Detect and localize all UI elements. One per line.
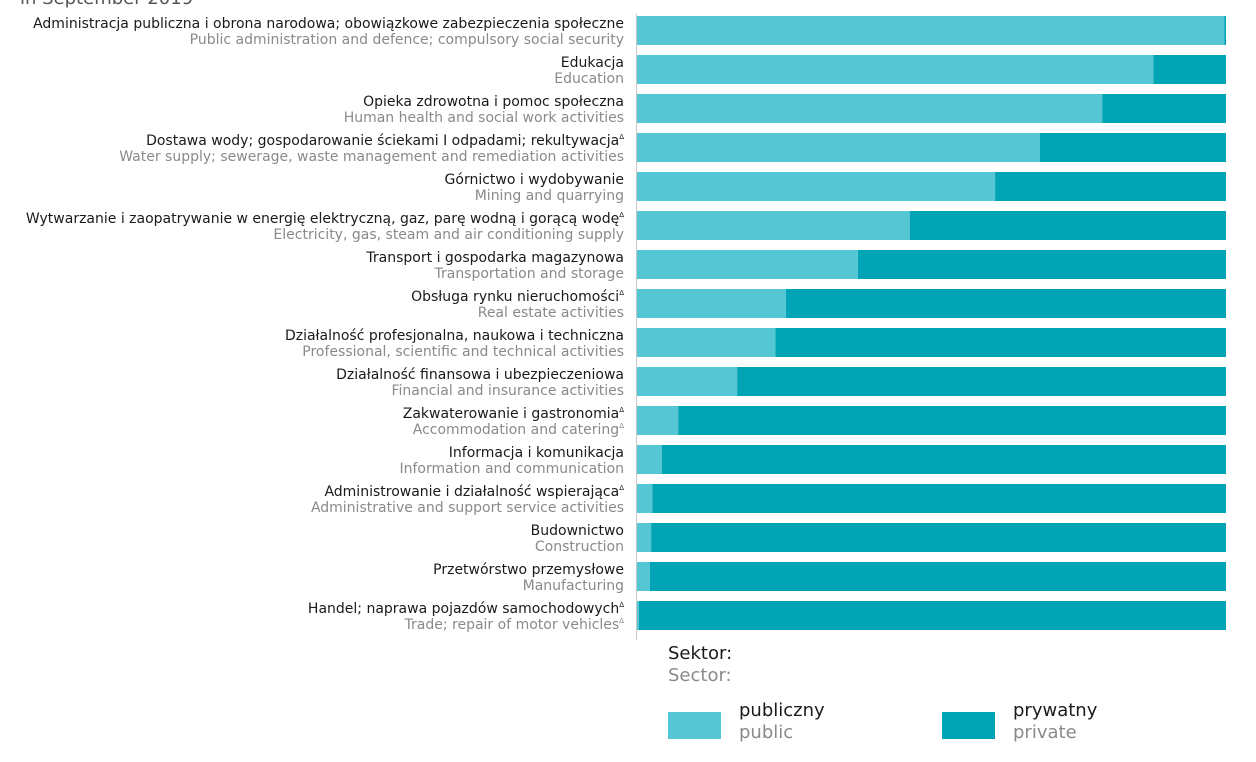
bar-public [637,406,679,435]
bar-private [649,562,1226,591]
category-label-en: Public administration and defence; compu… [190,32,624,48]
bar-public [637,445,662,474]
category-label-en: Administrative and support service activ… [311,500,624,516]
category-label-en: Education [554,71,624,87]
category-label: Opieka zdrowotna i pomoc społeczna [363,94,624,110]
bar-public [637,328,776,357]
category-label: Dostawa wody; gospodarowanie ściekami I … [146,133,624,149]
category-label-en: Construction [535,539,624,555]
category-label: Górnictwo i wydobywanie [445,172,624,188]
category-label: Obsługa rynku nieruchomościΔ [411,289,624,305]
bar-public [637,484,653,513]
legend-swatch-public [668,712,721,739]
bar-private [786,289,1226,318]
category-label-en: Trade; repair of motor vehiclesΔ [404,617,625,633]
legend-label-public-en: public [739,722,794,743]
category-label: Edukacja [561,55,624,71]
category-label-en: Electricity, gas, steam and air conditio… [273,227,624,243]
bar-public [637,16,1225,45]
category-label: Administracja publiczna i obrona narodow… [33,16,624,32]
legend-title: Sektor: [668,643,733,664]
category-label-en: Manufacturing [523,578,624,594]
category-label-en: Human health and social work activities [344,110,624,126]
legend-label-public: publiczny [739,700,825,721]
bar-public [637,172,996,201]
legend: Sektor: Sector: publiczny public prywatn… [668,643,1097,743]
category-label-en: Professional, scientific and technical a… [302,344,624,360]
category-label: Przetwórstwo przemysłowe [433,562,624,578]
category-label-en: Water supply; sewerage, waste management… [119,149,624,165]
bar-private [678,406,1226,435]
bar-public [637,367,738,396]
bar-public [637,523,652,552]
category-label-en: Accommodation and cateringΔ [413,422,624,438]
bar-public [637,562,650,591]
category-label: Transport i gospodarka magazynowa [365,250,624,266]
bar-private [1039,133,1226,162]
bar-public [637,250,858,279]
stacked-bar-chart: Administracja publiczna i obrona narodow… [26,14,1226,640]
bar-private [995,172,1226,201]
bar-public [637,133,1040,162]
bar-private [857,250,1226,279]
bar-public [637,601,639,630]
bar-public [637,55,1154,84]
category-label-en: Mining and quarrying [475,188,624,204]
category-label: Budownictwo [531,523,624,539]
legend-label-private-en: private [1013,722,1077,743]
category-label: Działalność finansowa i ubezpieczeniowa [336,367,624,383]
bar-private [652,484,1226,513]
category-label: Informacja i komunikacja [449,445,624,461]
bar-private [909,211,1226,240]
legend-title-en: Sector: [668,665,732,686]
bar-private [775,328,1226,357]
bar-public [637,94,1103,123]
category-label-en: Transportation and storage [433,266,624,282]
category-label: Zakwaterowanie i gastronomiaΔ [403,406,624,422]
category-label-en: Real estate activities [478,305,624,321]
bar-private [651,523,1226,552]
category-label-en: Financial and insurance activities [391,383,624,399]
legend-label-private: prywatny [1013,700,1098,721]
category-label: Administrowanie i działalność wspierając… [324,484,624,500]
bar-private [1102,94,1226,123]
category-label: Wytwarzanie i zaopatrywanie w energię el… [26,211,624,227]
bar-private [638,601,1226,630]
category-label: Działalność profesjonalna, naukowa i tec… [285,328,624,344]
bar-private [1153,55,1226,84]
bar-private [1224,16,1226,45]
bar-private [737,367,1226,396]
category-label: Handel; naprawa pojazdów samochodowychΔ [308,601,624,617]
bar-public [637,289,787,318]
category-label-en: Information and communication [399,461,624,477]
legend-swatch-private [942,712,995,739]
bar-private [661,445,1226,474]
chart-title-fragment: in September 2019 [20,0,193,9]
bar-public [637,211,910,240]
